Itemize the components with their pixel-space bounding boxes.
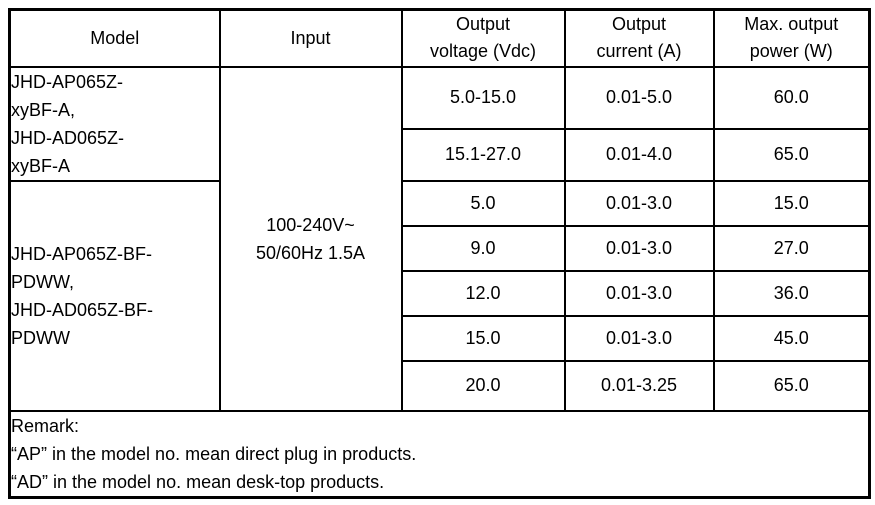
table-row: JHD-AP065Z-BF- PDWW, JHD-AD065Z-BF- PDWW… [8, 179, 871, 412]
voltage-cell: 15.1-27.0 [400, 128, 566, 182]
power-cell: 65.0 [712, 359, 871, 412]
power-cell: 27.0 [712, 224, 871, 272]
remark-cell: Remark: “AP” in the model no. mean direc… [8, 409, 871, 498]
current-cell: 0.01-3.25 [563, 359, 715, 412]
voltage-cell: 5.0-15.0 [400, 65, 566, 131]
current-cell: 0.01-3.0 [563, 269, 715, 317]
table-row: JHD-AP065Z- xyBF-A, JHD-AD065Z- xyBF-A 1… [8, 65, 871, 412]
spec-table: Model Input Output voltage (Vdc) Output … [8, 8, 871, 499]
table-row: 15.1-27.0 0.01-4.0 65.0 [10, 128, 871, 182]
current-cell: 0.01-3.0 [563, 179, 715, 227]
power-cell: 60.0 [712, 65, 871, 131]
current-cell: 0.01-4.0 [563, 128, 715, 182]
voltage-cell: 20.0 [400, 359, 566, 412]
current-cell: 0.01-5.0 [563, 65, 715, 131]
header-input: Input [218, 8, 403, 68]
power-cell: 15.0 [712, 179, 871, 227]
table-row: 20.0 0.01-3.25 65.0 [10, 359, 871, 412]
power-cell: 36.0 [712, 269, 871, 317]
header-max-output-power: Max. output power (W) [712, 8, 871, 68]
model-group-2-cell: JHD-AP065Z-BF- PDWW, JHD-AD065Z-BF- PDWW [8, 179, 221, 412]
table-row: 15.0 0.01-3.0 45.0 [10, 314, 871, 362]
voltage-cell: 12.0 [400, 269, 566, 317]
table-row: 9.0 0.01-3.0 27.0 [10, 224, 871, 272]
power-cell: 65.0 [712, 128, 871, 182]
current-cell: 0.01-3.0 [563, 224, 715, 272]
voltage-cell: 15.0 [400, 314, 566, 362]
voltage-cell: 5.0 [400, 179, 566, 227]
header-model: Model [8, 8, 221, 68]
current-cell: 0.01-3.0 [563, 314, 715, 362]
remark-row: Remark: “AP” in the model no. mean direc… [8, 409, 871, 498]
model-group-1-cell: JHD-AP065Z- xyBF-A, JHD-AD065Z- xyBF-A [8, 65, 221, 182]
header-output-voltage: Output voltage (Vdc) [400, 8, 566, 68]
header-output-current: Output current (A) [563, 8, 715, 68]
table-row: 12.0 0.01-3.0 36.0 [10, 269, 871, 317]
voltage-cell: 9.0 [400, 224, 566, 272]
power-cell: 45.0 [712, 314, 871, 362]
input-cell: 100-240V~ 50/60Hz 1.5A [218, 65, 403, 412]
header-row: Model Input Output voltage (Vdc) Output … [8, 8, 871, 68]
